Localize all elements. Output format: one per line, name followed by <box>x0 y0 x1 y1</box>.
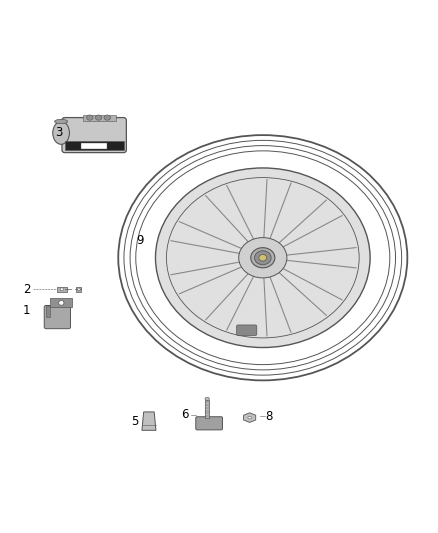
Text: 5: 5 <box>131 416 138 429</box>
FancyBboxPatch shape <box>81 143 107 149</box>
Text: 6: 6 <box>181 408 189 421</box>
Ellipse shape <box>248 416 251 419</box>
Text: 8: 8 <box>265 410 272 423</box>
FancyBboxPatch shape <box>237 325 257 335</box>
FancyBboxPatch shape <box>196 417 223 430</box>
Ellipse shape <box>78 288 80 290</box>
FancyBboxPatch shape <box>62 118 126 152</box>
Ellipse shape <box>155 168 370 348</box>
Text: 1: 1 <box>22 304 30 317</box>
Ellipse shape <box>239 238 287 278</box>
Ellipse shape <box>251 248 275 268</box>
Bar <box>64 141 124 150</box>
Bar <box>50 298 72 307</box>
FancyBboxPatch shape <box>44 305 71 329</box>
Ellipse shape <box>205 397 209 400</box>
Bar <box>57 287 67 292</box>
Bar <box>83 115 116 121</box>
Ellipse shape <box>60 288 64 291</box>
Ellipse shape <box>53 122 69 144</box>
Ellipse shape <box>259 254 267 261</box>
Ellipse shape <box>86 115 93 120</box>
Polygon shape <box>244 413 256 423</box>
Text: 3: 3 <box>56 126 63 140</box>
Ellipse shape <box>54 119 67 124</box>
Polygon shape <box>142 412 156 430</box>
Bar <box>46 306 50 317</box>
Text: 9: 9 <box>136 233 144 247</box>
Ellipse shape <box>95 115 102 120</box>
Bar <box>76 287 81 292</box>
Ellipse shape <box>254 251 271 265</box>
Ellipse shape <box>104 115 110 120</box>
Bar <box>205 400 209 418</box>
Text: 2: 2 <box>23 283 31 296</box>
Ellipse shape <box>59 301 64 305</box>
